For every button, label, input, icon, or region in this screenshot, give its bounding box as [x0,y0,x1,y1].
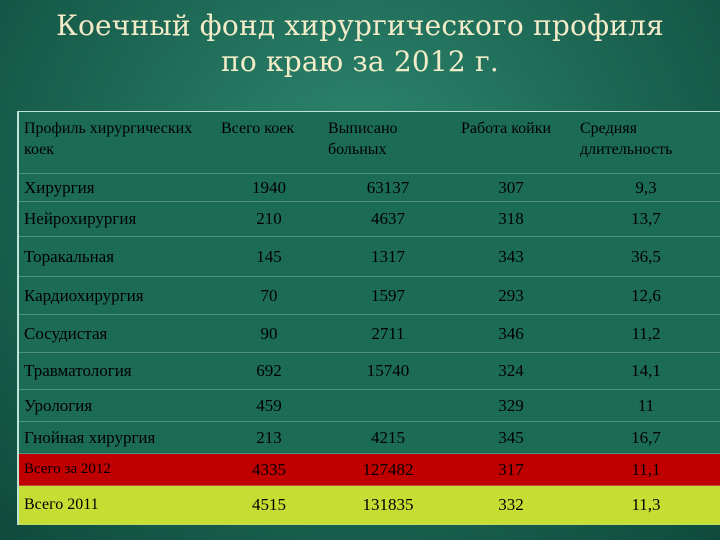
cell-total-beds: 213 [256,427,282,447]
cell-total-beds: 70 [260,285,278,305]
title-line-2: по краю за 2012 г. [220,45,499,78]
cell-discharged [324,390,452,421]
cell-total-beds: 4335 [252,459,286,479]
cell-profile: Всего за 2012 [24,461,111,477]
header-total-beds: Всего коек [221,120,295,137]
cell-profile: Сосудистая [24,323,108,343]
cell-avg-duration: 11,2 [631,323,661,343]
cell-avg-duration: 36,5 [631,246,661,266]
cell-bed-work: 343 [498,246,524,266]
cell-bed-work: 317 [498,459,524,479]
cell-bed-work: 345 [498,427,524,447]
cell-bed-work: 307 [498,177,524,197]
cell-profile: Хирургия [24,177,95,197]
cell-avg-duration: 12,6 [631,285,661,305]
title-line-1: Коечный фонд хирургического профиля [56,9,664,42]
cell-profile: Гнойная хирургия [24,427,156,447]
header-discharged: Выписано больных [328,120,398,158]
cell-discharged: 15740 [366,361,410,380]
table-row: Травматология 692 15740 324 14,1 [19,353,720,390]
cell-avg-duration: 11,1 [631,459,661,479]
total-2012-row: Всего за 2012 4335 127482 317 11,1 [19,454,720,486]
cell-bed-work: 332 [498,495,524,514]
cell-profile: Нейрохирургия [24,209,137,228]
cell-discharged: 1317 [371,246,405,266]
cell-bed-work: 293 [498,285,524,305]
total-2011-row: Всего 2011 4515 131835 332 11,3 [19,486,720,525]
cell-total-beds: 145 [256,246,282,266]
cell-discharged: 1597 [371,285,405,305]
bed-fund-table: Профиль хирургических коек Всего коек Вы… [17,111,720,525]
table-row: Торакальная 145 1317 343 36,5 [19,237,720,277]
cell-avg-duration: 13,7 [631,209,661,228]
header-avg-duration: Средняя длительность [580,120,673,158]
cell-total-beds: 459 [256,395,282,415]
cell-total-beds: 692 [256,361,282,380]
cell-total-beds: 90 [260,323,278,343]
cell-avg-duration: 14,1 [631,361,661,380]
cell-avg-duration: 11 [637,395,655,415]
cell-avg-duration: 9,3 [635,177,657,197]
table-row: Кардиохирургия 70 1597 293 12,6 [19,277,720,315]
cell-profile: Травматология [24,361,132,380]
slide-title: Коечный фонд хирургического профиля по к… [0,8,720,80]
cell-discharged: 2711 [371,323,405,343]
table-row: Сосудистая 90 2711 346 11,2 [19,315,720,353]
header-bed-work: Работа койки [461,120,552,137]
cell-discharged: 4637 [371,209,405,228]
cell-discharged: 4215 [371,427,405,447]
cell-discharged: 131835 [362,495,414,514]
cell-profile: Кардиохирургия [24,285,144,305]
cell-profile: Торакальная [24,246,115,266]
cell-profile: Урология [24,395,93,415]
cell-avg-duration: 11,3 [631,495,661,514]
cell-bed-work: 324 [498,361,524,380]
cell-bed-work: 329 [498,395,524,415]
cell-total-beds: 1940 [252,177,286,197]
table-row: Нейрохирургия 210 4637 318 13,7 [19,202,720,237]
table-row: Гнойная хирургия 213 4215 345 16,7 [19,422,720,454]
cell-discharged: 127482 [362,459,414,479]
table-row: Хирургия 1940 63137 307 9,3 [19,174,720,202]
cell-profile: Всего 2011 [24,496,99,513]
cell-total-beds: 4515 [252,495,286,514]
cell-bed-work: 318 [498,209,524,228]
cell-bed-work: 346 [498,323,524,343]
header-profile: Профиль хирургических коек [24,120,193,158]
cell-avg-duration: 16,7 [631,427,661,447]
cell-total-beds: 210 [256,209,282,228]
table-row: Урология 459 329 11 [19,390,720,422]
cell-discharged: 63137 [366,177,410,197]
table-header-row: Профиль хирургических коек Всего коек Вы… [19,112,720,174]
